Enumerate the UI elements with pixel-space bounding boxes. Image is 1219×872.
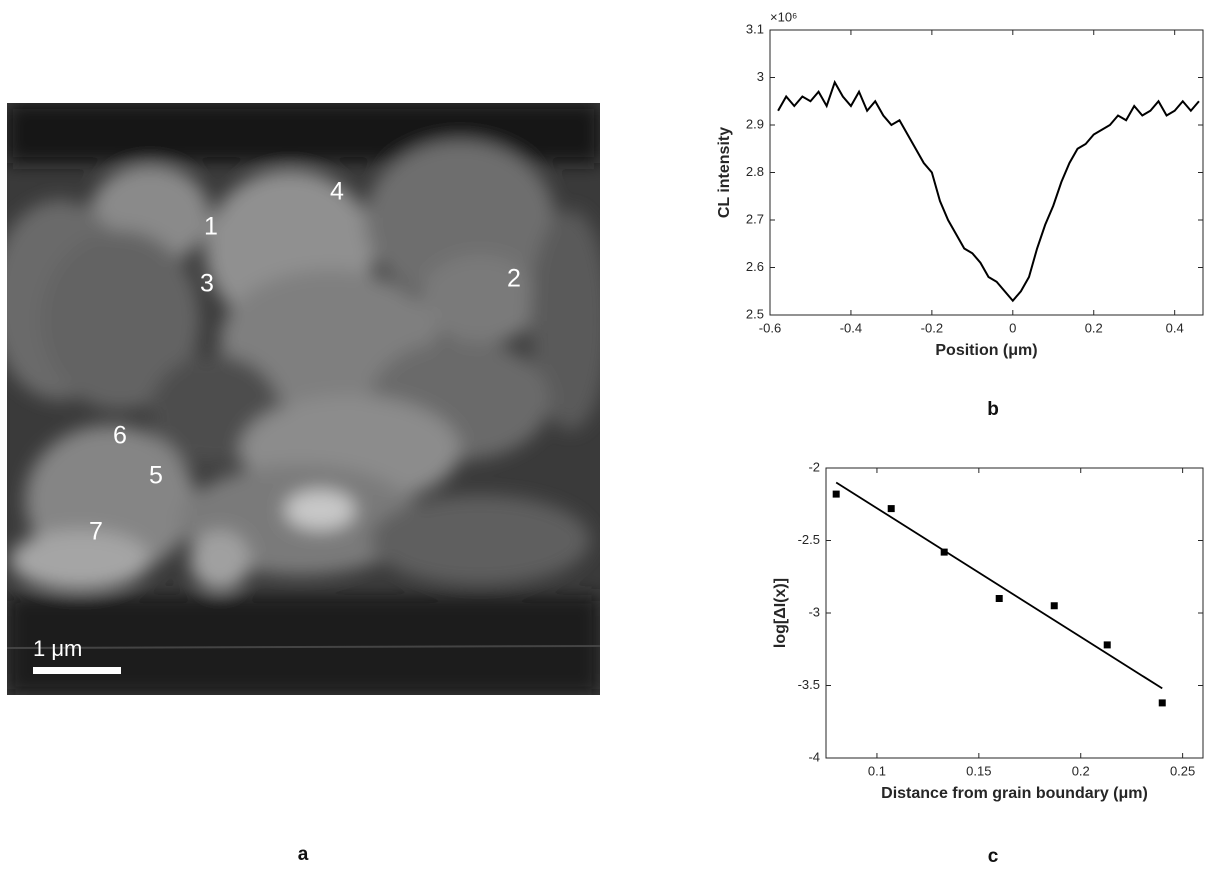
- y-tick-label: -4: [808, 749, 820, 764]
- grain-label: 2: [507, 265, 521, 293]
- x-axis-label: Distance from grain boundary (μm): [881, 785, 1148, 802]
- grain-label: 1: [204, 213, 218, 241]
- fit-line: [835, 481, 1163, 690]
- x-tick-label: 0: [1009, 320, 1016, 335]
- x-tick-label: 0.25: [1170, 763, 1195, 778]
- exponent-label: ×10⁶: [770, 9, 797, 24]
- y-tick-label: 2.9: [746, 116, 764, 131]
- data-point: [1158, 699, 1166, 707]
- data-point: [887, 505, 895, 513]
- x-tick-label: 0.4: [1166, 320, 1184, 335]
- y-tick-label: 2.5: [746, 306, 764, 321]
- x-tick-label: -0.2: [921, 320, 943, 335]
- x-tick-label: 0.1: [868, 763, 886, 778]
- y-tick-label: -2: [808, 459, 820, 474]
- y-tick-label: -3.5: [798, 677, 820, 692]
- panel-label: c: [988, 846, 999, 867]
- grain-label: 4: [330, 178, 344, 206]
- y-axis-label: CL intensity: [716, 127, 733, 218]
- y-tick-label: -2.5: [798, 532, 820, 547]
- x-tick-label: 0.15: [966, 763, 991, 778]
- y-axis-label: log[ΔI(x)]: [772, 578, 789, 648]
- scale-bar-label: 1 μm: [33, 636, 82, 661]
- grain-label: 6: [113, 422, 127, 450]
- axes-box: [769, 29, 1204, 316]
- grain-label: 5: [149, 462, 163, 490]
- grain-label: 3: [200, 270, 214, 298]
- data-point: [995, 595, 1003, 602]
- y-tick-label: 2.7: [746, 211, 764, 226]
- y-tick-label: 3.1: [746, 21, 764, 36]
- y-tick-label: 3: [757, 69, 764, 84]
- micrograph: [7, 103, 600, 695]
- data-point: [940, 548, 948, 556]
- x-axis-label: Position (μm): [935, 342, 1037, 359]
- data-line: [777, 79, 1200, 303]
- grain-label: 7: [89, 518, 103, 546]
- x-tick-label: -0.6: [759, 320, 781, 335]
- data-point: [1050, 602, 1058, 610]
- x-tick-label: -0.4: [840, 320, 862, 335]
- x-tick-label: 0.2: [1072, 763, 1090, 778]
- data-point: [832, 490, 840, 498]
- y-tick-label: 2.6: [746, 259, 764, 274]
- y-tick-label: 2.8: [746, 164, 764, 179]
- panel-label: b: [987, 399, 999, 420]
- panel-label: a: [298, 844, 309, 865]
- y-tick-label: -3: [808, 604, 820, 619]
- data-point: [1103, 641, 1111, 649]
- x-tick-label: 0.2: [1085, 320, 1103, 335]
